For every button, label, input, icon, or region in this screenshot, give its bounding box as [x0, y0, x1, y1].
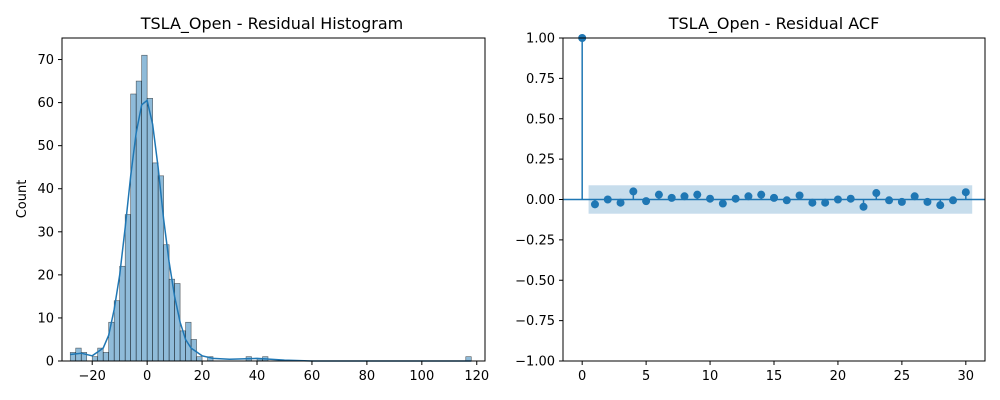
acf-x-tick-label: 10: [702, 369, 719, 384]
acf-x-tick-label: 20: [830, 369, 847, 384]
histogram-bars: [69, 54, 472, 362]
histogram-bar: [152, 162, 159, 362]
acf-axes-frame: [562, 37, 986, 362]
acf-x-tick-label: 30: [958, 369, 975, 384]
acf-point: [629, 187, 638, 196]
histogram-bar: [196, 356, 203, 362]
acf-y-tick-label: 0.25: [526, 153, 555, 168]
histogram-bar: [91, 356, 99, 362]
histogram-kde-line: [70, 99, 472, 362]
acf-point: [757, 190, 766, 199]
acf-point: [654, 190, 663, 199]
histogram-bar: [157, 175, 164, 362]
acf-point: [821, 198, 830, 207]
acf-point: [718, 199, 727, 208]
acf-point: [936, 201, 945, 210]
histogram-bar: [119, 265, 126, 362]
acf-y-tick-label: 0.75: [526, 72, 555, 87]
acf-point: [590, 200, 599, 209]
histogram-x-tick-label: −20: [78, 369, 105, 384]
acf-point: [846, 194, 855, 203]
histogram-bar: [75, 347, 82, 362]
histogram-y-tick-label: 10: [37, 311, 54, 326]
histogram-bar: [163, 244, 170, 362]
acf-x-tick-label: 5: [642, 369, 650, 384]
acf-point: [808, 198, 817, 207]
histogram-x-tick-label: 40: [249, 369, 266, 384]
histogram-y-tick-label: 40: [37, 182, 54, 197]
acf-point: [833, 195, 842, 204]
acf-point: [897, 197, 906, 206]
histogram-y-tick-label: 60: [37, 96, 54, 111]
acf-point: [770, 193, 778, 202]
histogram-x-ticks: −20 0 20 40 60 80 100 120: [78, 361, 489, 384]
histogram-axes-frame: [61, 37, 486, 362]
histogram-panel: TSLA_Open - Residual Histogram Count −20…: [15, 14, 489, 384]
histogram-x-tick-label: 60: [304, 369, 321, 384]
histogram-x-tick-label: 120: [464, 369, 489, 384]
acf-point: [642, 197, 651, 206]
acf-point: [910, 192, 919, 201]
histogram-y-tick-label: 30: [37, 225, 54, 240]
histogram-y-ticks: 0 10 20 30 40 50 60 70: [37, 53, 62, 370]
acf-point: [731, 194, 740, 203]
acf-point: [616, 198, 625, 207]
histogram-y-tick-label: 0: [46, 355, 54, 370]
histogram-bar: [102, 352, 109, 362]
acf-stems: [581, 38, 967, 207]
histogram-y-axis-label: Count: [15, 180, 30, 219]
acf-point: [885, 196, 894, 205]
acf-point: [693, 190, 702, 199]
acf-point: [680, 192, 689, 201]
acf-y-ticks: −1.00 −0.75 −0.50 −0.25 0.00 0.25 0.50 0.75 1.00: [515, 32, 563, 370]
acf-title: TSLA_Open - Residual ACF: [668, 14, 880, 34]
histogram-y-tick-label: 70: [37, 53, 54, 68]
histogram-x-tick-label: 20: [194, 369, 211, 384]
acf-panel: TSLA_Open - Residual ACF 0 5 10 15 20 25 30 −1…: [515, 14, 986, 384]
acf-y-tick-label: −0.50: [515, 274, 555, 289]
acf-point: [667, 193, 676, 202]
histogram-y-tick-label: 20: [37, 268, 54, 283]
histogram-bar: [174, 283, 181, 362]
acf-y-tick-label: −0.25: [515, 233, 555, 248]
acf-point: [603, 195, 612, 204]
histogram-title: TSLA_Open - Residual Histogram: [140, 14, 404, 34]
acf-x-ticks: 0 5 10 15 20 25 30: [578, 361, 974, 384]
histogram-x-tick-label: 80: [359, 369, 376, 384]
histogram-x-tick-label: 0: [143, 369, 151, 384]
acf-y-tick-label: −1.00: [515, 355, 555, 370]
acf-point: [795, 191, 804, 200]
acf-y-tick-label: −0.75: [515, 314, 555, 329]
acf-y-tick-label: 0.50: [526, 112, 555, 127]
histogram-bar: [124, 214, 131, 362]
acf-point: [961, 188, 970, 197]
histogram-bar: [135, 80, 142, 362]
acf-point: [744, 192, 753, 201]
histogram-bar: [113, 300, 120, 362]
acf-point: [949, 196, 958, 205]
acf-point: [923, 197, 932, 206]
acf-point: [706, 194, 715, 203]
acf-x-tick-label: 25: [894, 369, 911, 384]
acf-point: [859, 202, 868, 211]
acf-points: [578, 34, 970, 211]
histogram-x-tick-label: 100: [409, 369, 434, 384]
acf-x-tick-label: 0: [578, 369, 586, 384]
histogram-bar: [146, 97, 153, 362]
acf-point: [872, 189, 881, 198]
histogram-y-tick-label: 50: [37, 139, 54, 154]
acf-x-tick-label: 15: [766, 369, 783, 384]
acf-point: [782, 196, 791, 205]
acf-y-tick-label: 1.00: [526, 32, 555, 47]
acf-y-tick-label: 0.00: [526, 193, 555, 208]
